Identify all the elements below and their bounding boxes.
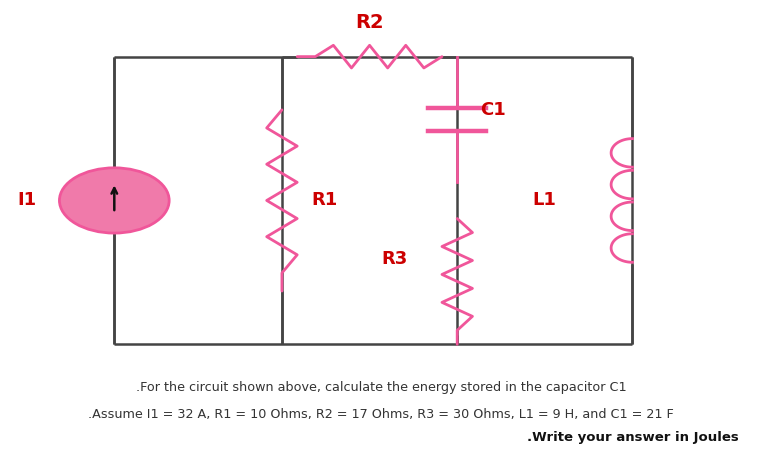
Text: L1: L1 xyxy=(533,192,556,209)
Text: R1: R1 xyxy=(311,192,337,209)
Circle shape xyxy=(59,168,169,233)
Text: .For the circuit shown above, calculate the energy stored in the capacitor C1: .For the circuit shown above, calculate … xyxy=(136,381,626,394)
Text: .Assume I1 = 32 A, R1 = 10 Ohms, R2 = 17 Ohms, R3 = 30 Ohms, L1 = 9 H, and C1 = : .Assume I1 = 32 A, R1 = 10 Ohms, R2 = 17… xyxy=(88,408,674,421)
Text: .Write your answer in Joules: .Write your answer in Joules xyxy=(527,431,739,444)
Text: R2: R2 xyxy=(355,13,384,32)
Text: R3: R3 xyxy=(381,251,407,268)
Text: I1: I1 xyxy=(18,192,37,209)
Text: C1: C1 xyxy=(480,101,506,119)
